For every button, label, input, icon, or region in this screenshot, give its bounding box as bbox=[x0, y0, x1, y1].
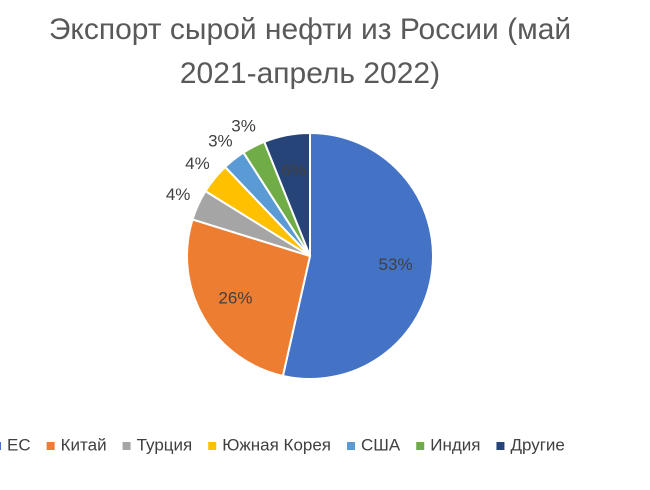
legend-label: Китай bbox=[61, 435, 107, 454]
legend-marker bbox=[46, 442, 55, 450]
data-label: 3% bbox=[231, 117, 256, 136]
pie-slice bbox=[281, 131, 434, 380]
pie-slice bbox=[262, 131, 311, 257]
data-label: 4% bbox=[185, 154, 210, 173]
legend-marker bbox=[496, 442, 505, 450]
legend-label: ЕС bbox=[7, 435, 31, 454]
legend-label: США bbox=[361, 435, 401, 454]
legend-marker bbox=[0, 442, 1, 450]
data-label: 26% bbox=[218, 289, 252, 308]
legend-label: Другие bbox=[510, 435, 564, 454]
chart-title: Экспорт сырой нефти из России (май 2021-… bbox=[48, 13, 572, 90]
pie-slice bbox=[186, 218, 312, 378]
data-label: 6% bbox=[281, 161, 306, 180]
data-label: 53% bbox=[379, 255, 413, 274]
legend-label: Турция bbox=[137, 435, 193, 454]
legend-label: Южная Корея bbox=[222, 435, 331, 454]
legend-label: Индия bbox=[430, 435, 480, 454]
legend-marker bbox=[416, 442, 425, 450]
legend-marker bbox=[347, 442, 356, 450]
data-label: 3% bbox=[208, 132, 233, 151]
legend-marker bbox=[208, 442, 217, 450]
data-label: 4% bbox=[166, 185, 191, 204]
legend-marker bbox=[122, 442, 131, 450]
